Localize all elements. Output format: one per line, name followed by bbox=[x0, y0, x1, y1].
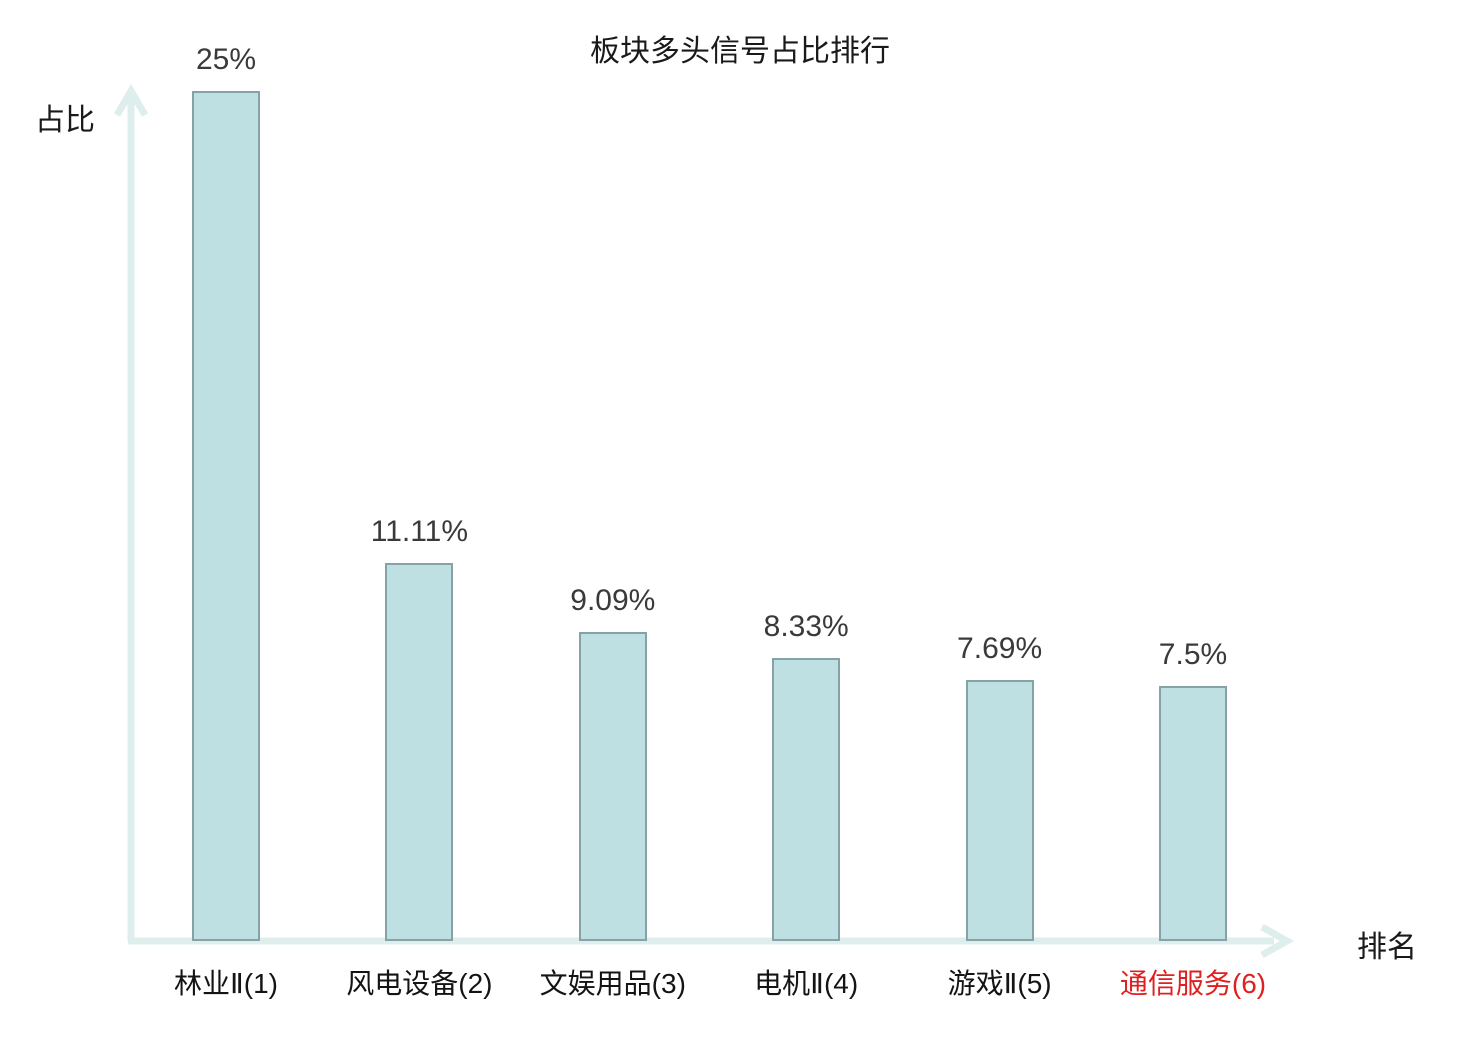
bar bbox=[965, 680, 1034, 941]
category-label: 通信服务(6) bbox=[1119, 968, 1267, 999]
chart-title: 板块多头信号占比排行 bbox=[590, 35, 890, 68]
bar bbox=[1159, 686, 1227, 941]
y-axis-label: 占比 bbox=[35, 104, 95, 137]
bar-value-label: 9.09% bbox=[570, 584, 656, 617]
category-label: 风电设备(2) bbox=[346, 968, 493, 999]
bar bbox=[385, 563, 454, 941]
bar bbox=[578, 632, 647, 941]
bar-value-label: 7.5% bbox=[1158, 638, 1228, 671]
category-label: 游戏Ⅱ(5) bbox=[947, 968, 1052, 999]
bar-value-label: 25% bbox=[195, 43, 257, 76]
category-label: 林业Ⅱ(1) bbox=[173, 968, 279, 999]
x-axis-label: 排名 bbox=[1357, 931, 1417, 964]
bar bbox=[772, 658, 841, 941]
bar bbox=[192, 91, 260, 941]
x-axis-arrow-icon bbox=[1260, 923, 1295, 959]
bar-value-label: 8.33% bbox=[763, 610, 849, 643]
category-label: 文娱用品(3) bbox=[539, 968, 686, 999]
y-axis-arrow-icon bbox=[113, 84, 149, 117]
bar-value-label: 11.11% bbox=[370, 515, 469, 548]
bar-value-label: 7.69% bbox=[957, 632, 1043, 665]
category-label: 电机Ⅱ(4) bbox=[754, 968, 859, 999]
